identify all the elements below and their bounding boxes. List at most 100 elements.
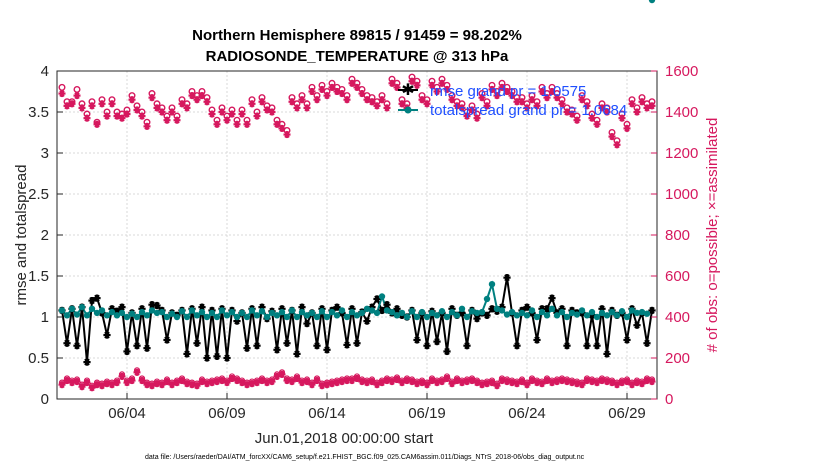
totalspread-point	[73, 311, 81, 318]
totalspread-point	[83, 312, 91, 319]
rmse-point	[473, 314, 481, 323]
totalspread-point	[208, 309, 216, 317]
obs-low-assimilated-marker	[288, 377, 296, 386]
obs-assimilated-marker	[103, 112, 111, 120]
rmse-point	[223, 354, 231, 362]
obs-low-assimilated-marker	[193, 382, 201, 390]
totalspread-point	[468, 308, 476, 315]
totalspread-point	[63, 312, 71, 319]
y-tick-label: 0.5	[28, 350, 49, 367]
obs-low-assimilated-marker	[278, 370, 286, 378]
obs-low-assimilated-marker	[298, 379, 306, 387]
obs-assimilated-marker	[608, 133, 616, 141]
obs-assimilated-marker	[468, 106, 476, 114]
totalspread-point	[213, 313, 221, 321]
obs-assimilated-marker	[223, 116, 231, 124]
obs-low-assimilated-marker	[608, 379, 616, 387]
y-tick-label: 1.5	[28, 268, 49, 285]
obs-low-assimilated-marker	[163, 377, 171, 386]
obs-assimilated-marker	[433, 87, 441, 96]
obs-low-assimilated-marker	[268, 377, 276, 386]
obs-assimilated-marker	[203, 98, 211, 106]
obs-low-assimilated-marker	[643, 376, 651, 385]
y-tick-label: 2.5	[28, 186, 49, 203]
totalspread-point	[338, 307, 346, 314]
obs-low-assimilated-marker	[303, 377, 311, 386]
rmse-point	[143, 344, 151, 352]
rmse-point	[333, 303, 341, 311]
x-axis-label: Jun.01,2018 00:00:00 start	[255, 430, 434, 447]
obs-low-assimilated-marker	[293, 374, 301, 383]
obs-assimilated-marker	[73, 92, 81, 100]
obs-low-assimilated-marker	[483, 380, 491, 388]
obs-low-assimilated-marker	[598, 376, 606, 385]
obs-low-assimilated-marker	[198, 377, 206, 386]
totalspread-point	[153, 309, 161, 317]
obs-assimilated-marker	[233, 120, 241, 128]
totalspread-point	[293, 313, 301, 321]
totalspread-point	[128, 310, 136, 317]
legend: ✱ rmse grand pr = 1.0575 totalspread gra…	[398, 80, 627, 119]
obs-assimilated-marker	[628, 100, 636, 108]
rmse-point	[643, 339, 651, 347]
obs-low-assimilated-marker	[628, 381, 636, 389]
obs-assimilated-marker	[213, 120, 221, 128]
totalspread-point	[408, 308, 416, 315]
rmse-point	[533, 336, 541, 344]
rmse-point	[603, 350, 611, 358]
obs-assimilated-marker	[208, 110, 216, 118]
y-tick-label: 0	[41, 391, 49, 408]
totalspread-point	[383, 307, 391, 314]
obs-low-assimilated-marker	[58, 381, 66, 389]
totalspread-point	[463, 313, 471, 321]
obs-assimilated-marker	[573, 116, 581, 124]
obs-assimilated-marker	[218, 108, 226, 116]
obs-assimilated-marker	[543, 94, 551, 102]
obs-assimilated-marker	[593, 120, 601, 128]
totalspread-point	[363, 305, 371, 312]
totalspread-point	[558, 308, 566, 316]
obs-assimilated-marker	[378, 96, 386, 104]
totalspread-point	[453, 312, 461, 319]
y-tick-label: 4	[41, 63, 49, 80]
obs-assimilated-marker	[423, 100, 431, 108]
rmse-point	[433, 337, 441, 346]
totalspread-point	[638, 308, 646, 316]
obs-assimilated-marker	[478, 94, 486, 102]
obs-assimilated-marker	[258, 98, 266, 106]
obs-assimilated-marker	[268, 108, 276, 116]
rmse-point	[623, 336, 631, 344]
obs-assimilated-marker	[553, 94, 561, 102]
obs-assimilated-marker	[63, 102, 71, 110]
obs-assimilated-marker	[168, 108, 176, 116]
obs-assimilated-marker	[618, 114, 626, 122]
obs-low-assimilated-marker	[78, 383, 86, 391]
obs-low-assimilated-marker	[638, 380, 646, 388]
totalspread-point	[568, 309, 576, 317]
totalspread-point	[608, 308, 616, 316]
rmse-point	[443, 347, 451, 356]
obs-low-assimilated-marker	[648, 377, 656, 386]
x-tick-label: 06/09	[208, 405, 246, 422]
rmse-point	[313, 342, 321, 350]
obs-low-assimilated-marker	[253, 379, 261, 387]
totalspread-point	[118, 309, 126, 317]
x-tick-label: 06/19	[408, 405, 446, 422]
totalspread-point	[183, 313, 191, 321]
obs-low-assimilated-marker	[388, 377, 396, 386]
obs-assimilated-marker	[358, 89, 366, 98]
totalspread-point	[628, 307, 636, 314]
y-right-tick-label: 800	[665, 227, 690, 244]
obs-assimilated-marker	[518, 98, 526, 106]
obs-low-assimilated-marker	[108, 381, 116, 389]
obs-low-assimilated-marker	[593, 379, 601, 387]
totalspread-point	[368, 307, 376, 314]
totalspread-point	[543, 312, 551, 319]
totalspread-point	[398, 309, 406, 317]
obs-assimilated-marker	[303, 104, 311, 112]
totalspread-point	[528, 307, 536, 314]
rmse-spread-series	[58, 0, 656, 366]
totalspread-point	[218, 307, 226, 314]
obs-assimilated-marker	[153, 104, 161, 112]
rmse-point	[363, 317, 371, 325]
